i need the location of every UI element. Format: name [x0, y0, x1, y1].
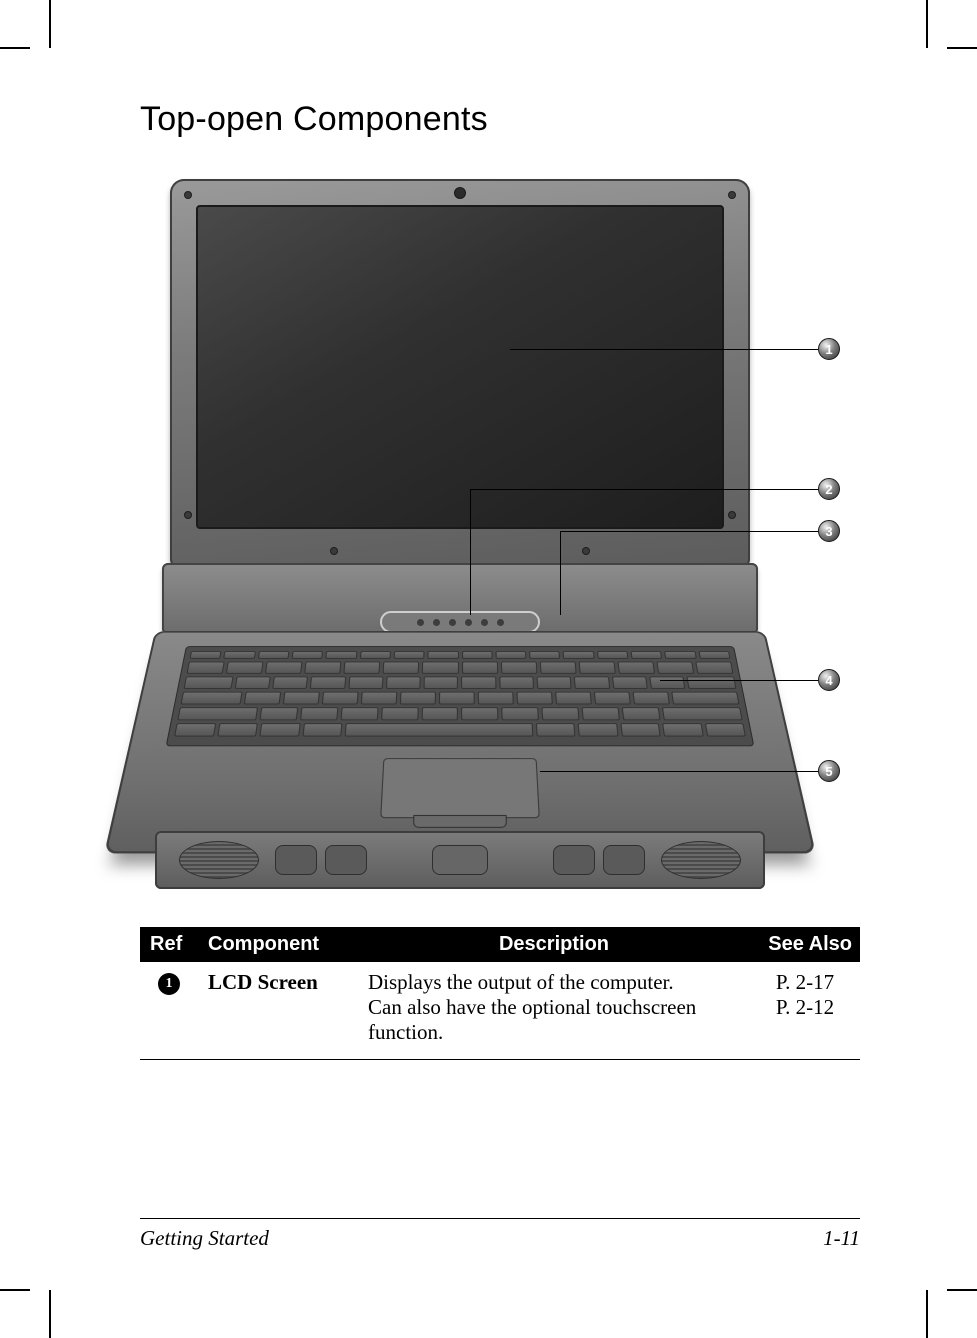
- speaker-grille: [179, 841, 259, 879]
- callout-3: 3: [818, 520, 840, 542]
- callout-4: 4: [818, 669, 840, 691]
- crop-mark: [49, 1290, 51, 1338]
- th-see-also: See Also: [750, 927, 860, 962]
- laptop-body: [170, 179, 750, 899]
- th-description: Description: [358, 927, 750, 962]
- laptop-illustration: 1 2 3 4 5: [140, 179, 860, 919]
- ref-bullet-icon: 1: [158, 973, 180, 995]
- footer-section: Getting Started: [140, 1226, 269, 1251]
- footer-page-number: 1-11: [823, 1226, 860, 1251]
- page-content: Top-open Components: [140, 100, 860, 1060]
- crop-mark: [0, 47, 30, 49]
- laptop-base: [104, 631, 816, 853]
- table-row: 1 LCD Screen Displays the output of the …: [140, 962, 860, 1060]
- components-table: Ref Component Description See Also 1 LCD…: [140, 927, 860, 1060]
- section-title: Top-open Components: [140, 100, 860, 139]
- callout-1: 1: [818, 338, 840, 360]
- th-ref: Ref: [140, 927, 198, 962]
- front-face: [155, 831, 765, 889]
- desc-line: Displays the output of the computer.: [368, 970, 740, 995]
- footer-rule: [140, 1218, 860, 1219]
- crop-mark: [926, 0, 928, 48]
- callout-2: 2: [818, 478, 840, 500]
- touchpad: [380, 758, 540, 818]
- table-header: Ref Component Description See Also: [140, 927, 860, 962]
- callout-leader: [540, 771, 818, 772]
- crop-mark: [0, 1289, 30, 1291]
- desc-line: Can also have the optional touchscreen f…: [368, 995, 740, 1045]
- callout-leader: [560, 531, 818, 532]
- cell-see-also: P. 2-17 P. 2-12: [750, 962, 860, 1060]
- see-also-line: P. 2-12: [760, 995, 850, 1020]
- callout-leader: [510, 349, 818, 350]
- keyboard: [166, 646, 755, 746]
- laptop-lid: [170, 179, 750, 569]
- cell-component: LCD Screen: [198, 962, 358, 1060]
- callout-leader: [560, 531, 561, 615]
- page-footer: Getting Started 1-11: [140, 1226, 860, 1251]
- crop-mark: [49, 0, 51, 48]
- speaker-grille: [661, 841, 741, 879]
- indicator-panel: [380, 611, 540, 633]
- crop-mark: [926, 1290, 928, 1338]
- callout-leader: [470, 489, 818, 490]
- callout-leader: [660, 680, 818, 681]
- crop-mark: [947, 47, 977, 49]
- callout-5: 5: [818, 760, 840, 782]
- callout-leader: [470, 489, 471, 615]
- cell-description: Displays the output of the computer. Can…: [358, 962, 750, 1060]
- th-component: Component: [198, 927, 358, 962]
- crop-mark: [947, 1289, 977, 1291]
- see-also-line: P. 2-17: [760, 970, 850, 995]
- cell-ref: 1: [140, 962, 198, 1060]
